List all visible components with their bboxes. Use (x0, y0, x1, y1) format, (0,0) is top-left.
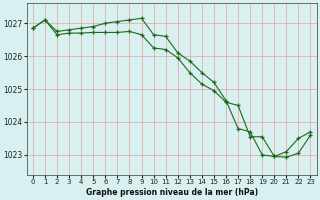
X-axis label: Graphe pression niveau de la mer (hPa): Graphe pression niveau de la mer (hPa) (86, 188, 258, 197)
